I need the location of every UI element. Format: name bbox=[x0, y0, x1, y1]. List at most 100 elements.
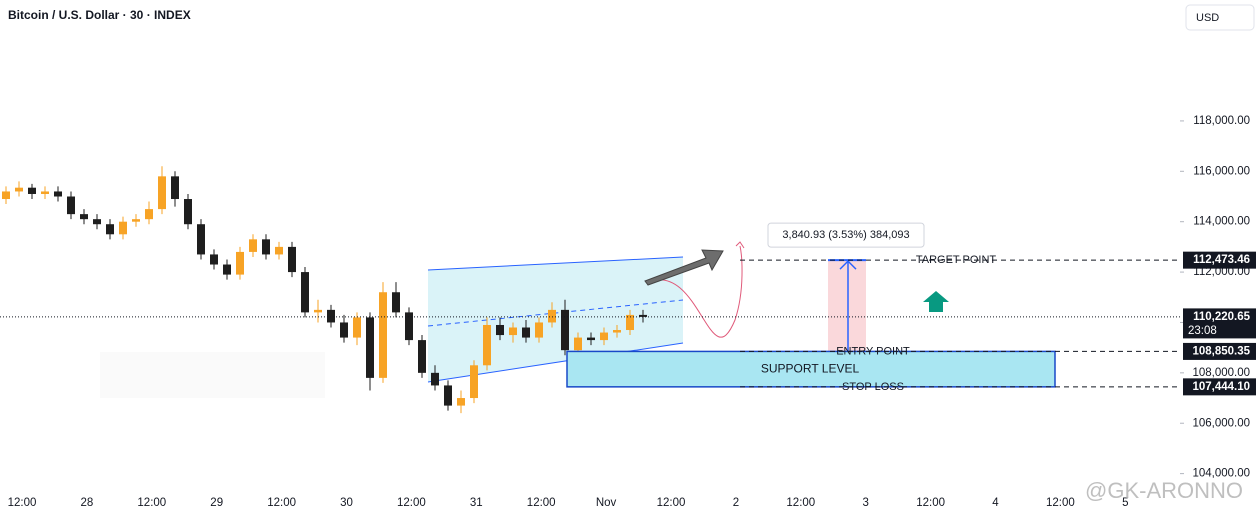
candle-body bbox=[2, 191, 10, 200]
level-name: STOP LOSS bbox=[842, 381, 904, 393]
price-box bbox=[1183, 251, 1256, 269]
candle-body bbox=[236, 251, 244, 275]
x-tick-label: 28 bbox=[81, 497, 94, 509]
measure-box bbox=[767, 222, 925, 248]
candle-body bbox=[171, 176, 179, 200]
candle-body bbox=[67, 196, 75, 215]
last-price-label: 110,220.65 bbox=[1193, 311, 1251, 323]
measure-label: 3,840.93 (3.53%) 384,093 bbox=[782, 229, 909, 241]
candle-body bbox=[41, 191, 49, 194]
candle-body bbox=[80, 214, 88, 220]
support-label: SUPPORT LEVEL bbox=[761, 361, 860, 375]
y-tick-label: 112,000.00 bbox=[1193, 266, 1250, 278]
x-tick-label: 12:00 bbox=[137, 497, 166, 509]
up-arrow-icon bbox=[923, 291, 949, 312]
candle-body bbox=[366, 317, 374, 378]
candle-body bbox=[353, 317, 361, 338]
candle-body bbox=[197, 224, 205, 255]
candle-body bbox=[522, 327, 530, 338]
candle-body bbox=[327, 309, 335, 323]
candle-body bbox=[626, 314, 634, 331]
candle-body bbox=[158, 176, 166, 210]
price-label: 107,444.10 bbox=[1192, 381, 1250, 393]
trend-arrow bbox=[644, 249, 724, 286]
x-tick-label: 2 bbox=[733, 497, 739, 509]
channel-top bbox=[427, 256, 684, 271]
x-tick-label: 3 bbox=[862, 497, 868, 509]
x-tick-label: 31 bbox=[470, 497, 483, 509]
target-zone bbox=[828, 260, 866, 352]
last-price-box bbox=[1183, 308, 1256, 339]
y-tick-label: 114,000.00 bbox=[1193, 216, 1250, 228]
candle-body bbox=[54, 191, 62, 197]
candle-body bbox=[444, 385, 452, 406]
candle-body bbox=[535, 322, 543, 338]
candle-body bbox=[223, 264, 231, 275]
y-tick-label: 118,000.00 bbox=[1193, 115, 1250, 127]
candle-body bbox=[93, 219, 101, 225]
x-tick-label: 4 bbox=[992, 497, 999, 509]
candle-body bbox=[587, 337, 595, 341]
candle-body bbox=[301, 272, 309, 313]
candle-body bbox=[145, 209, 153, 220]
level-name: TARGET POINT bbox=[916, 254, 997, 266]
price-box bbox=[1183, 378, 1256, 396]
x-tick-label: 29 bbox=[210, 497, 223, 509]
candle-body bbox=[249, 239, 257, 252]
x-tick-label: 12:00 bbox=[916, 497, 945, 509]
candle-body bbox=[392, 292, 400, 313]
candle-body bbox=[15, 187, 23, 192]
x-tick-label: 12:00 bbox=[657, 497, 686, 509]
y-tick-label: 108,000.00 bbox=[1192, 367, 1250, 379]
x-tick-label: 12:00 bbox=[267, 497, 296, 509]
candle-body bbox=[418, 340, 426, 373]
x-tick-label: 5 bbox=[1122, 497, 1128, 509]
level-name: ENTRY POINT bbox=[836, 345, 910, 357]
candle-body bbox=[340, 322, 348, 338]
x-tick-label: 12:00 bbox=[8, 497, 37, 509]
candle-body bbox=[106, 224, 114, 235]
candle-body bbox=[379, 292, 387, 378]
projection-head bbox=[735, 241, 745, 249]
x-tick-label: 12:00 bbox=[786, 497, 815, 509]
candle-body bbox=[28, 187, 36, 194]
candle-body bbox=[483, 324, 491, 366]
currency: USD bbox=[1196, 12, 1219, 24]
candle-body bbox=[600, 332, 608, 341]
candle-body bbox=[405, 312, 413, 341]
y-tick-label: 116,000.00 bbox=[1193, 165, 1250, 177]
countdown: 23:08 bbox=[1188, 325, 1217, 337]
support-zone bbox=[566, 350, 1056, 388]
candle-body bbox=[470, 365, 478, 399]
x-tick-label: 12:00 bbox=[1046, 497, 1075, 509]
price-box bbox=[1183, 342, 1256, 360]
y-tick-label: 106,000.00 bbox=[1192, 417, 1250, 429]
candle-body bbox=[496, 324, 504, 336]
candle-body bbox=[119, 221, 127, 235]
candle-body bbox=[639, 314, 647, 317]
x-tick-label: 12:00 bbox=[397, 497, 426, 509]
candle-body bbox=[457, 398, 465, 406]
price-label: 112,473.46 bbox=[1193, 254, 1250, 266]
blur-patch bbox=[100, 352, 325, 398]
y-tick-label: 104,000.00 bbox=[1192, 468, 1250, 480]
candle-body bbox=[509, 327, 517, 336]
candle-body bbox=[275, 246, 283, 255]
candle-body bbox=[184, 199, 192, 225]
currency-button[interactable] bbox=[1185, 4, 1255, 31]
watermark: @GK-ARONNO bbox=[1085, 478, 1243, 503]
candle-body bbox=[262, 239, 270, 255]
x-tick-label: Nov bbox=[596, 497, 617, 509]
candle-body bbox=[288, 246, 296, 273]
chart-title: Bitcoin / U.S. Dollar · 30 · INDEX bbox=[8, 8, 191, 22]
candle-body bbox=[548, 309, 556, 323]
candle-body bbox=[561, 309, 569, 351]
x-tick-label: 30 bbox=[340, 497, 353, 509]
candle-body bbox=[613, 330, 621, 333]
candle-body bbox=[314, 309, 322, 313]
x-tick-label: 12:00 bbox=[527, 497, 556, 509]
candle-body bbox=[210, 254, 218, 265]
candle-body bbox=[431, 372, 439, 386]
